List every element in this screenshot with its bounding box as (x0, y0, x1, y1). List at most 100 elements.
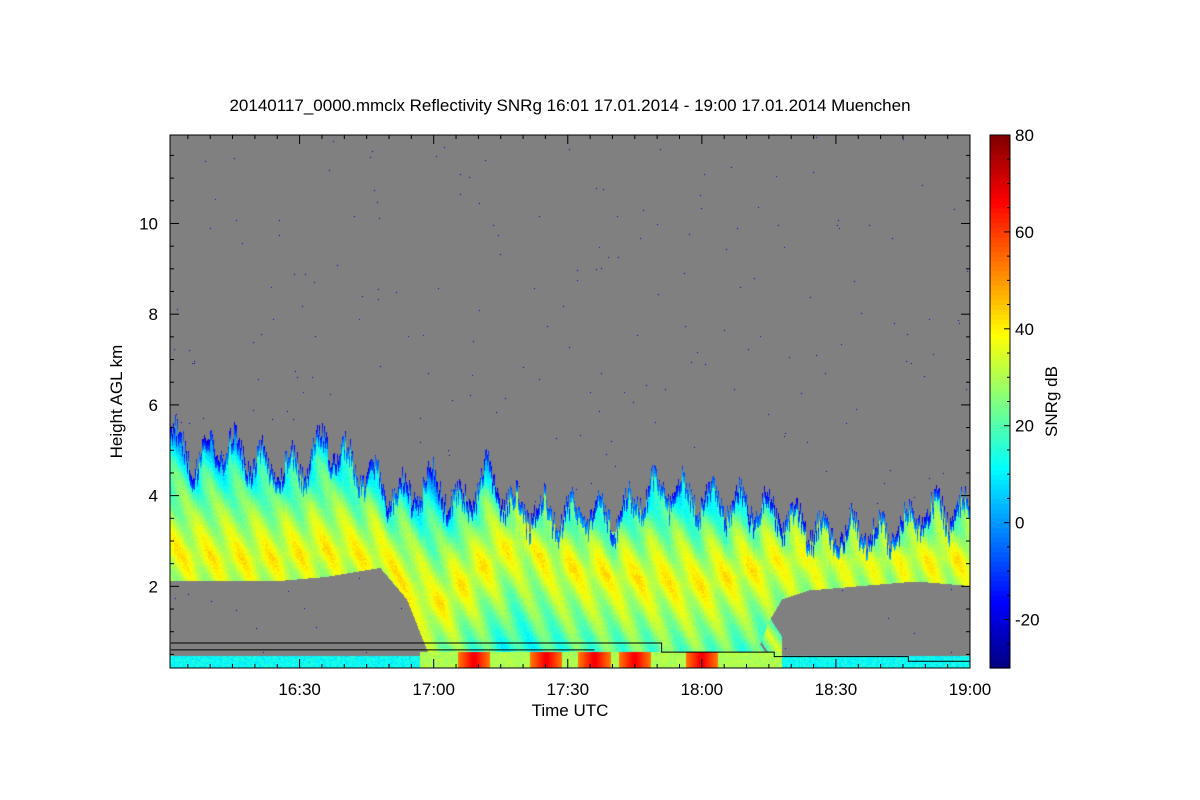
colorbar-segment (990, 164, 1010, 170)
colorbar-segment (990, 556, 1010, 562)
colorbar-segment (990, 193, 1010, 199)
colorbar-segment (990, 197, 1010, 204)
colorbar-segment (990, 260, 1010, 267)
colorbar-segment (990, 590, 1010, 596)
colorbar-segment (990, 454, 1010, 461)
colorbar-tick-label: 80 (1015, 126, 1034, 145)
colorbar-segment (990, 377, 1010, 383)
colorbar-segment (990, 624, 1010, 630)
colorbar-segment (990, 285, 1010, 291)
colorbar-segment (990, 517, 1010, 524)
colorbar-segment (990, 629, 1010, 635)
plot-frame (169, 134, 971, 669)
surface-outline-line (170, 642, 970, 662)
colorbar-segment (990, 619, 1010, 625)
colorbar-segment (990, 348, 1010, 354)
colorbar-segment (990, 367, 1010, 374)
colorbar-segment (990, 416, 1010, 422)
colorbar-segment (990, 464, 1010, 470)
colorbar-segment (990, 512, 1010, 519)
colorbar-segment (990, 542, 1010, 548)
colorbar-segment (990, 575, 1010, 582)
colorbar-segment (990, 212, 1010, 218)
x-tick-label: 17:30 (546, 680, 589, 699)
colorbar-segment (990, 333, 1010, 340)
colorbar-segment (990, 135, 1010, 141)
colorbar-segment (990, 648, 1010, 655)
colorbar-segment (990, 571, 1010, 577)
heatmap-raster (170, 135, 970, 668)
colorbar-segment (990, 357, 1010, 364)
colorbar-segment (990, 139, 1010, 146)
colorbar-segment (990, 304, 1010, 311)
colorbar-segment (990, 638, 1010, 645)
colorbar-segment (990, 386, 1010, 393)
colorbar-segment (990, 144, 1010, 151)
colorbar-tick-label: -20 (1015, 611, 1040, 630)
colorbar-segment (990, 265, 1010, 272)
colorbar-segment (990, 663, 1010, 669)
x-tick-label: 16:30 (278, 680, 321, 699)
colorbar-segment (990, 217, 1010, 223)
x-tick-label: 18:00 (681, 680, 724, 699)
colorbar-segment (990, 343, 1010, 349)
colorbar-segment (990, 299, 1010, 306)
colorbar-segment (990, 411, 1010, 417)
colorbar-tick-label: 60 (1015, 223, 1034, 242)
colorbar-segment (990, 202, 1010, 209)
colorbar-segment (990, 609, 1010, 616)
colorbar-segment (990, 483, 1010, 490)
colorbar-segment (990, 643, 1010, 650)
colorbar-segment (990, 323, 1010, 330)
y-tick-label: 6 (149, 396, 158, 415)
colorbar-segment (990, 493, 1010, 500)
colorbar-segment (990, 600, 1010, 606)
colorbar-segment (990, 498, 1010, 504)
colorbar-segment (990, 425, 1010, 432)
colorbar-segment (990, 488, 1010, 495)
colorbar-segment (990, 420, 1010, 427)
colorbar-segment (990, 159, 1010, 165)
colorbar-segment (990, 372, 1010, 378)
x-tick-label: 19:00 (949, 680, 992, 699)
colorbar-segment (990, 508, 1010, 514)
colorbar-segment (990, 585, 1010, 592)
colorbar-segment (990, 580, 1010, 587)
colorbar-label: SNRg dB (1042, 366, 1061, 437)
colorbar-segment (990, 595, 1010, 601)
colorbar-segment (990, 459, 1010, 466)
y-tick-label: 2 (149, 577, 158, 596)
colorbar-segment (990, 338, 1010, 344)
colorbar-segment (990, 430, 1010, 437)
y-tick-label: 4 (149, 487, 158, 506)
y-axis-label: Height AGL km (107, 345, 126, 459)
colorbar-segment (990, 227, 1010, 233)
colorbar-segment (990, 474, 1010, 480)
x-axis-label: Time UTC (532, 701, 609, 720)
x-tick-label: 18:30 (815, 680, 858, 699)
colorbar-tick-label: 40 (1015, 320, 1034, 339)
colorbar-segment (990, 382, 1010, 388)
colorbar-tick-label: 0 (1015, 514, 1024, 533)
colorbar-segment (990, 561, 1010, 567)
colorbar-segment (990, 362, 1010, 369)
colorbar-segment (990, 231, 1010, 238)
colorbar-segment (990, 391, 1010, 398)
colorbar-segment (990, 149, 1010, 155)
colorbar-segment (990, 154, 1010, 160)
colorbar-segment (990, 270, 1010, 277)
x-tick-label: 17:00 (412, 680, 455, 699)
colorbar-segment (990, 527, 1010, 533)
colorbar-tick-label: 20 (1015, 417, 1034, 436)
colorbar-segment (990, 251, 1010, 257)
y-tick-label: 10 (139, 214, 158, 233)
colorbar-segment (990, 294, 1010, 301)
colorbar-segment (990, 445, 1010, 451)
colorbar-segment (990, 314, 1010, 320)
colorbar-segment (990, 178, 1010, 185)
colorbar-segment (990, 241, 1010, 248)
colorbar-segment (990, 532, 1010, 538)
colorbar-segment (990, 634, 1010, 640)
